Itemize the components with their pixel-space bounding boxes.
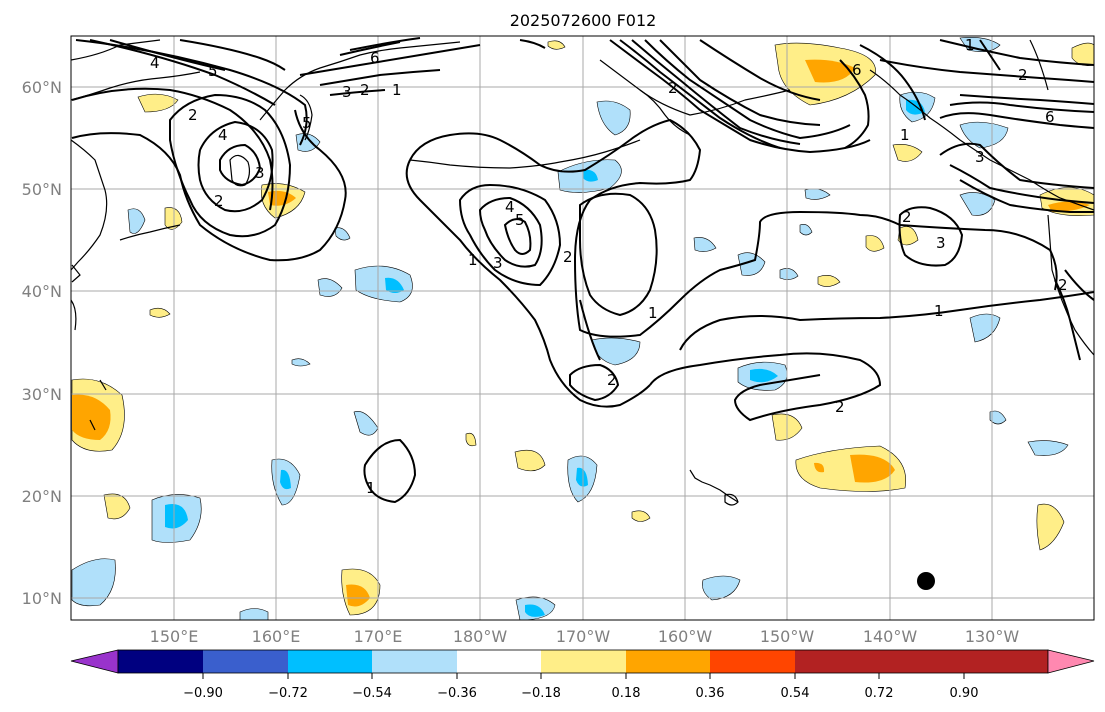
- contour-label: 3: [975, 148, 985, 166]
- latitude-labels: 60°N 50°N 40°N 30°N 20°N 10°N: [22, 78, 62, 608]
- contour-label: 1: [934, 302, 944, 320]
- contour-label: 2: [563, 248, 573, 266]
- lat-label: 30°N: [22, 385, 62, 404]
- contour-lines: [71, 37, 1094, 504]
- contour-label: 2: [1018, 66, 1028, 84]
- contour-label: 6: [370, 49, 380, 67]
- contour-label: 2: [607, 371, 617, 389]
- map-frame: [70, 35, 1095, 621]
- lat-label: 20°N: [22, 487, 62, 506]
- lon-label: 160°W: [658, 627, 713, 646]
- colorbar-box: [710, 650, 795, 673]
- lon-label: 170°W: [556, 627, 611, 646]
- contour-label: 3: [255, 164, 265, 182]
- contour-label: 4: [218, 126, 228, 144]
- longitude-labels: 150°E 160°E 170°E 180°W 170°W 160°W 150°…: [150, 627, 1020, 646]
- colorbar-extension-low: [70, 649, 119, 674]
- contour-label: 2: [214, 192, 224, 210]
- contour-label: 2: [360, 81, 370, 99]
- lon-label: 150°W: [760, 627, 815, 646]
- coastlines: [71, 39, 1094, 506]
- contour-label: 4: [150, 54, 160, 72]
- contour-label: 3: [936, 234, 946, 252]
- lon-label: 140°W: [863, 627, 918, 646]
- lat-label: 50°N: [22, 180, 62, 199]
- lat-label: 40°N: [22, 282, 62, 301]
- contour-label: 5: [302, 114, 312, 132]
- contour-label: 1: [900, 126, 910, 144]
- lon-label: 130°W: [965, 627, 1020, 646]
- lat-label: 60°N: [22, 78, 62, 97]
- colorbar-box: [457, 650, 541, 673]
- contour-label: 6: [852, 61, 862, 79]
- colorbar-tick-label: 0.54: [781, 686, 810, 701]
- colorbar-box: [203, 650, 288, 673]
- colorbar-tick-label: −0.90: [183, 686, 223, 701]
- contour-labels: 4 5 6 2 3 2 1 5 4 3 2 4 5 3 1 2 1 2 1 1 …: [150, 36, 1068, 497]
- colorbar-tick-label: −0.18: [521, 686, 561, 701]
- contour-label: 1: [965, 36, 975, 54]
- colorbar-tick-label: 0.36: [696, 686, 725, 701]
- colorbar-box: [288, 650, 372, 673]
- contour-label: 1: [468, 251, 478, 269]
- map-area: 4 5 6 2 3 2 1 5 4 3 2 4 5 3 1 2 1 2 1 1 …: [71, 36, 1094, 620]
- contour-label: 2: [188, 106, 198, 124]
- colorbar-box: [964, 650, 1048, 673]
- colorbar-extension-high: [1047, 649, 1095, 674]
- colorbar-tick-label: 0.72: [865, 686, 894, 701]
- contour-label: 1: [648, 304, 658, 322]
- map-title: 2025072600 F012: [510, 11, 657, 30]
- colorbar-box: [118, 650, 203, 673]
- lon-label: 150°E: [150, 627, 199, 646]
- contour-label: 2: [835, 398, 845, 416]
- location-marker: [917, 572, 935, 590]
- colorbar: −0.90 −0.72 −0.54 −0.36 −0.18 0.18 0.36 …: [70, 649, 1095, 701]
- lon-label: 160°E: [252, 627, 301, 646]
- contour-label: 2: [668, 79, 678, 97]
- lon-label: 180°W: [453, 627, 508, 646]
- colorbar-tick-label: −0.72: [268, 686, 308, 701]
- colorbar-box: [879, 650, 964, 673]
- contour-label: 2: [902, 208, 912, 226]
- colorbar-tick-label: 0.18: [612, 686, 641, 701]
- contour-label: 3: [493, 254, 503, 272]
- contour-label: 1: [366, 479, 376, 497]
- lon-label: 170°E: [354, 627, 403, 646]
- colorbar-box: [626, 650, 710, 673]
- contour-label: 3: [342, 83, 352, 101]
- contour-label: 5: [515, 211, 525, 229]
- contour-label: 6: [1045, 108, 1055, 126]
- contour-label: 1: [392, 81, 402, 99]
- colorbar-box: [541, 650, 626, 673]
- colorbar-box: [372, 650, 457, 673]
- contour-label: 5: [208, 62, 218, 80]
- colorbar-tick-label: −0.36: [437, 686, 477, 701]
- colorbar-box: [795, 650, 879, 673]
- shaded-field: [71, 37, 1094, 620]
- colorbar-tick-label: 0.90: [950, 686, 979, 701]
- contour-label: 2: [1058, 276, 1068, 294]
- lat-label: 10°N: [22, 589, 62, 608]
- colorbar-tick-label: −0.54: [352, 686, 392, 701]
- contour-label: 4: [505, 198, 515, 216]
